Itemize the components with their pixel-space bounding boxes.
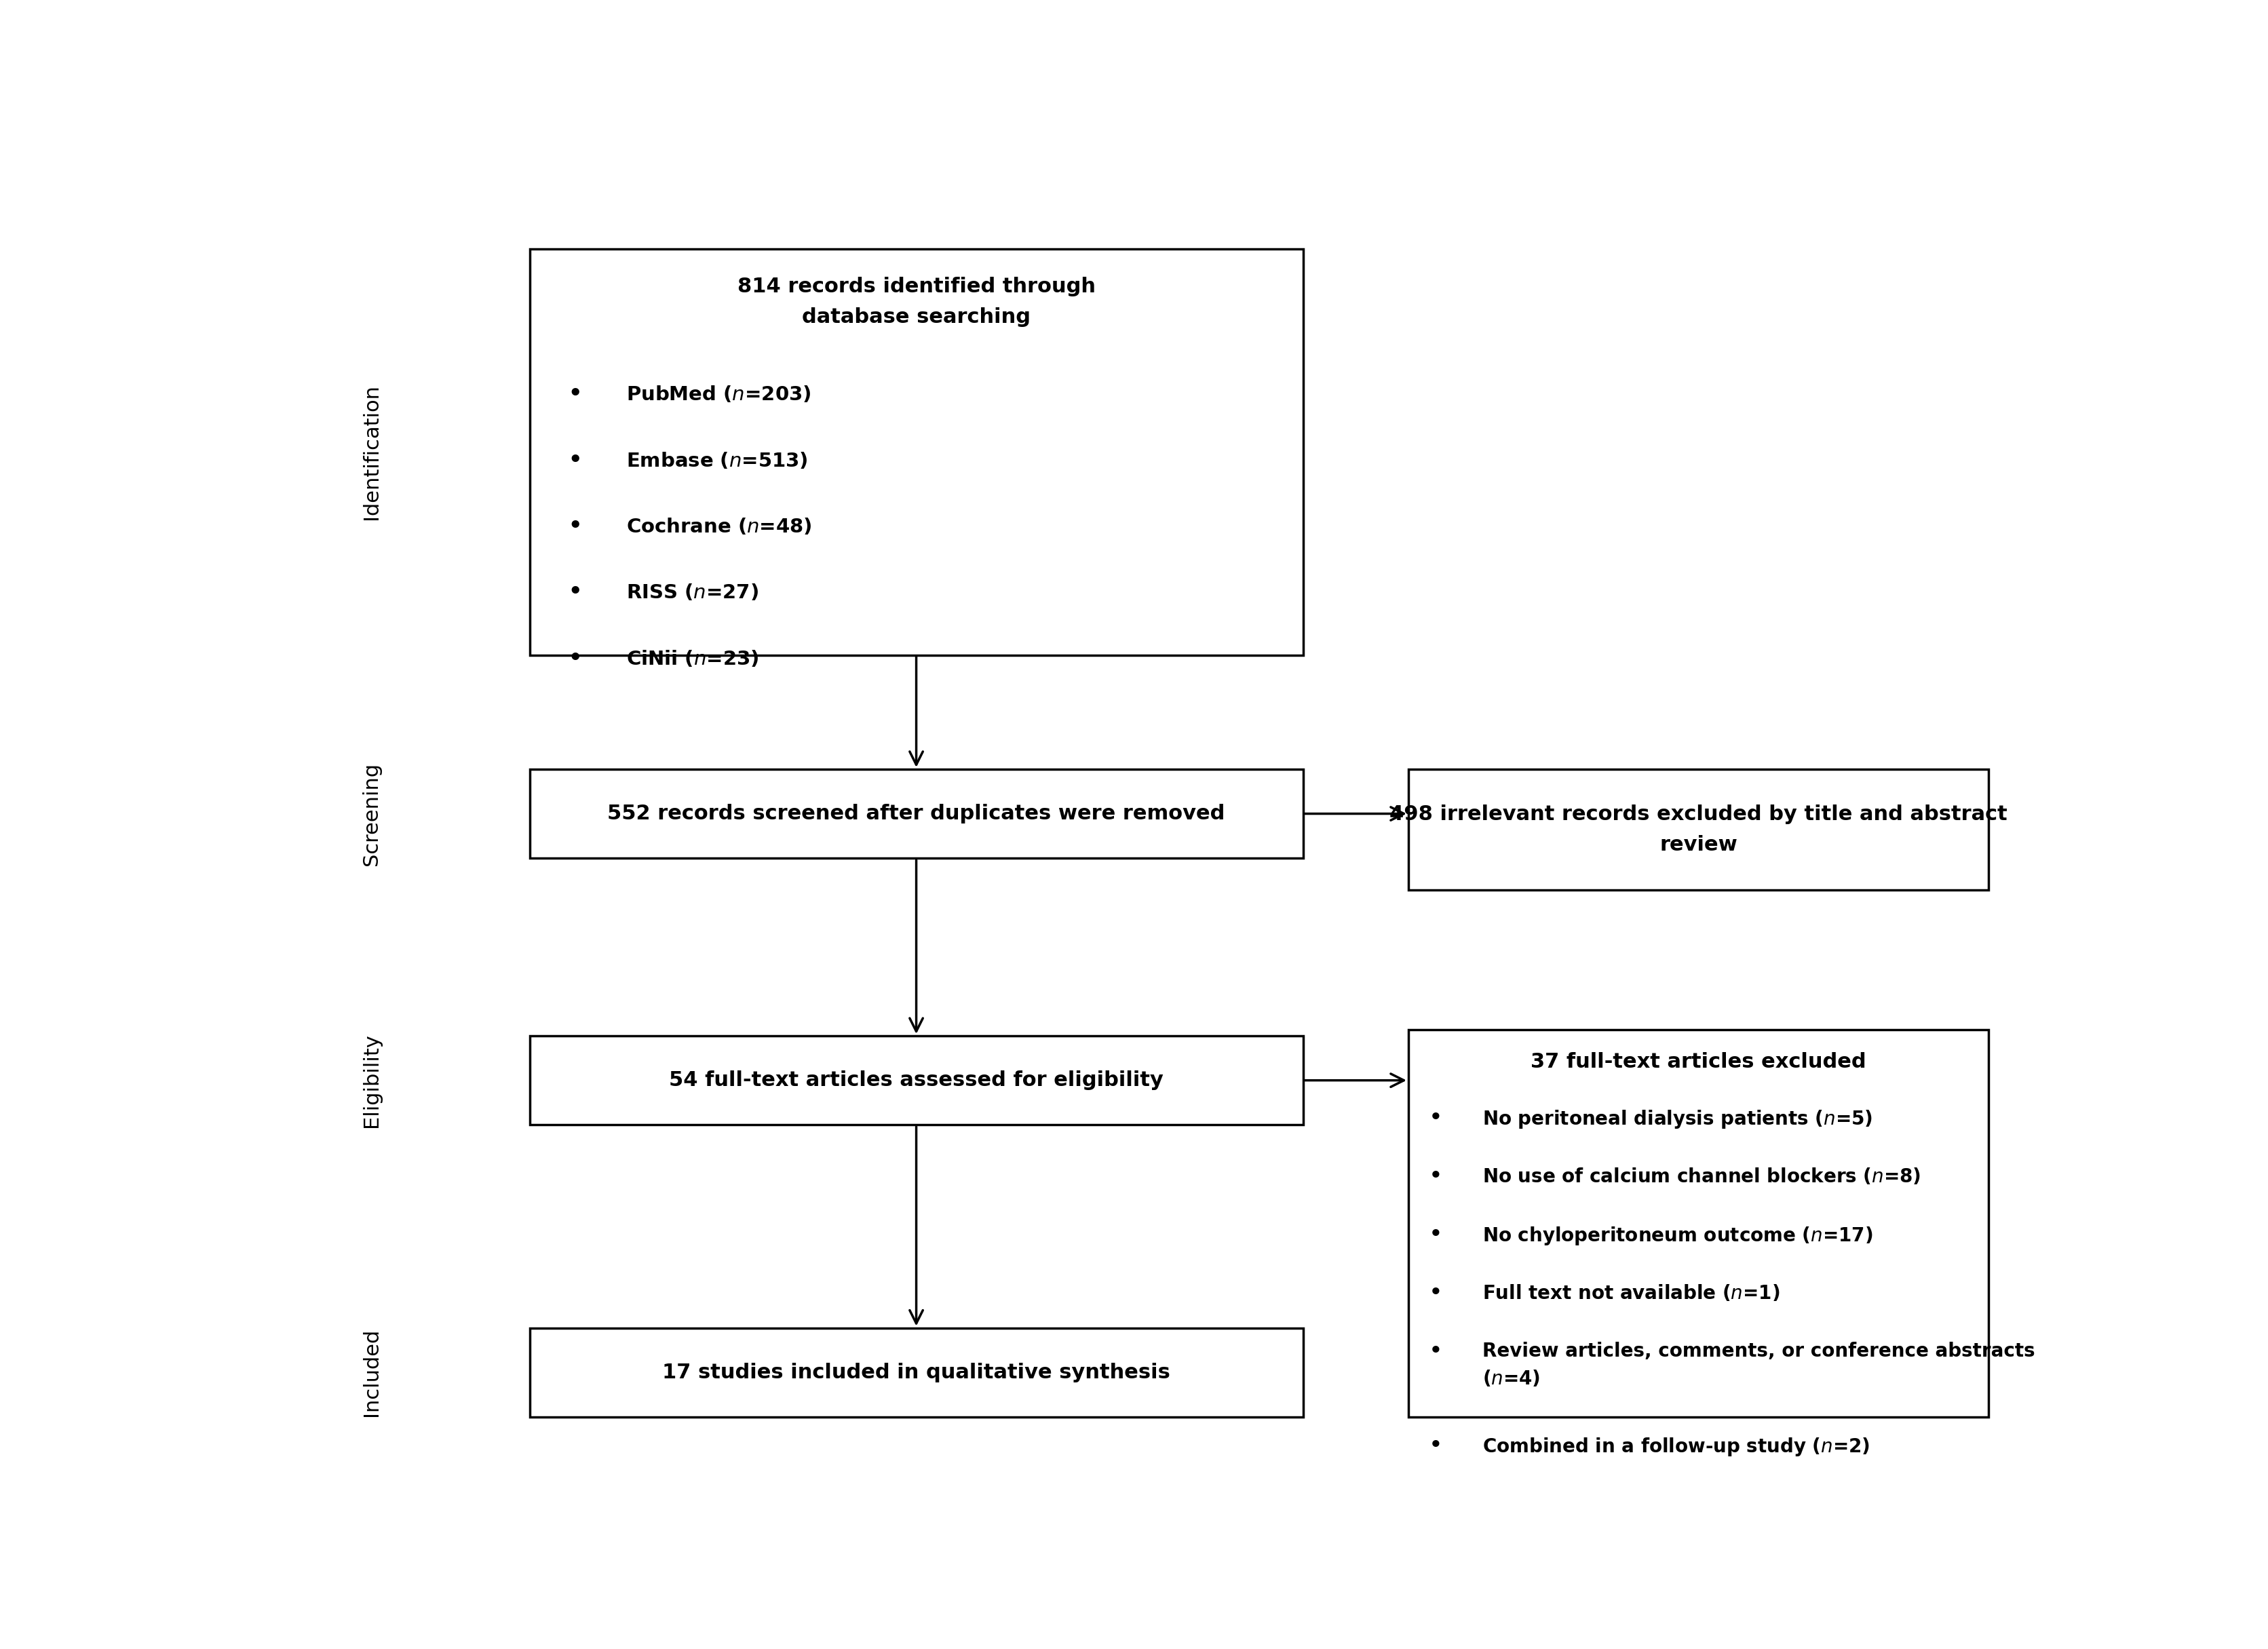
Text: •: • <box>1429 1108 1442 1128</box>
Text: 17 studies included in qualitative synthesis: 17 studies included in qualitative synth… <box>662 1362 1170 1382</box>
FancyBboxPatch shape <box>531 1036 1304 1125</box>
Text: PubMed ($\it{n}$=203): PubMed ($\it{n}$=203) <box>626 384 812 404</box>
FancyBboxPatch shape <box>1408 1029 1989 1416</box>
Text: No peritoneal dialysis patients ($\it{n}$=5): No peritoneal dialysis patients ($\it{n}… <box>1483 1108 1873 1130</box>
Text: Included: Included <box>361 1327 381 1416</box>
Text: •: • <box>569 516 583 538</box>
Text: Embase ($\it{n}$=513): Embase ($\it{n}$=513) <box>626 450 807 470</box>
Text: No use of calcium channel blockers ($\it{n}$=8): No use of calcium channel blockers ($\it… <box>1483 1167 1921 1186</box>
Text: 552 records screened after duplicates were removed: 552 records screened after duplicates we… <box>608 803 1225 823</box>
Text: •: • <box>569 450 583 472</box>
Text: 54 full-text articles assessed for eligibility: 54 full-text articles assessed for eligi… <box>669 1070 1163 1090</box>
Text: RISS ($\it{n}$=27): RISS ($\it{n}$=27) <box>626 584 758 602</box>
FancyBboxPatch shape <box>531 249 1304 655</box>
Text: •: • <box>1429 1225 1442 1243</box>
Text: No chyloperitoneum outcome ($\it{n}$=17): No chyloperitoneum outcome ($\it{n}$=17) <box>1483 1225 1873 1247</box>
Text: •: • <box>1429 1436 1442 1454</box>
Text: 814 records identified through
database searching: 814 records identified through database … <box>737 277 1095 327</box>
Text: Eligibility: Eligibility <box>361 1034 381 1128</box>
Text: 37 full-text articles excluded: 37 full-text articles excluded <box>1531 1052 1867 1072</box>
Text: •: • <box>569 648 583 669</box>
FancyBboxPatch shape <box>531 1327 1304 1416</box>
Text: Full text not available ($\it{n}$=1): Full text not available ($\it{n}$=1) <box>1483 1283 1780 1303</box>
Text: Review articles, comments, or conference abstracts
($\it{n}$=4): Review articles, comments, or conference… <box>1483 1342 2034 1388</box>
FancyBboxPatch shape <box>531 768 1304 857</box>
Text: •: • <box>1429 1342 1442 1360</box>
Text: Cochrane ($\it{n}$=48): Cochrane ($\it{n}$=48) <box>626 516 812 536</box>
Text: Identification: Identification <box>361 384 381 519</box>
Text: •: • <box>1429 1167 1442 1186</box>
Text: •: • <box>569 384 583 406</box>
Text: Screening: Screening <box>361 762 381 866</box>
Text: CiNii ($\it{n}$=23): CiNii ($\it{n}$=23) <box>626 650 760 668</box>
Text: •: • <box>1429 1283 1442 1303</box>
FancyBboxPatch shape <box>1408 768 1989 890</box>
Text: Combined in a follow-up study ($\it{n}$=2): Combined in a follow-up study ($\it{n}$=… <box>1483 1436 1869 1458</box>
Text: 498 irrelevant records excluded by title and abstract
review: 498 irrelevant records excluded by title… <box>1390 805 2007 854</box>
Text: •: • <box>569 582 583 604</box>
